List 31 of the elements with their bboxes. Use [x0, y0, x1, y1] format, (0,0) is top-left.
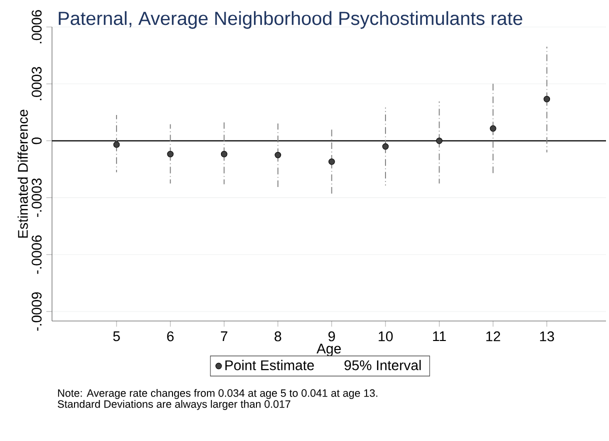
point	[382, 143, 389, 150]
point	[436, 138, 442, 144]
x-tick-label: 12	[486, 331, 500, 342]
x-tick-label: 10	[378, 331, 393, 342]
x-tick-label: 5	[113, 331, 120, 342]
text: Note: Average rate changes from 0.034 at age 5 to 0.041 at age 13.	[58, 389, 378, 399]
y-tick-label: .0003	[32, 66, 42, 100]
legend-label: Point Estimate	[225, 360, 314, 370]
x-axis-title: Age	[316, 344, 341, 356]
chart-title: Paternal, Average Neighborhood Psychostimulants rate	[58, 11, 522, 29]
x-tick-label: 9	[328, 331, 335, 342]
y-tick-label: 0	[32, 137, 42, 144]
point	[220, 150, 228, 158]
x-tick-label: 8	[274, 331, 282, 342]
x-tick-label: 13	[540, 331, 554, 342]
y-axis-title: Estimated Difference	[18, 110, 28, 238]
point	[167, 150, 174, 158]
y-tick-label: -.0006	[32, 235, 42, 274]
y-tick-label: -.0009	[32, 292, 42, 331]
x-tick-label: 6	[167, 331, 174, 342]
y-tick-label: .0006	[32, 10, 42, 44]
point	[544, 96, 550, 102]
text: 95% Interval	[344, 360, 421, 370]
point	[490, 125, 496, 132]
x-tick-label: 7	[220, 331, 228, 342]
y-tick-label: -.0003	[32, 178, 42, 217]
point	[113, 141, 120, 148]
point	[328, 158, 335, 165]
text: Standard Deviations are always larger than 0.017	[58, 400, 290, 410]
point	[274, 152, 282, 158]
x-tick-label: 11	[433, 331, 446, 342]
